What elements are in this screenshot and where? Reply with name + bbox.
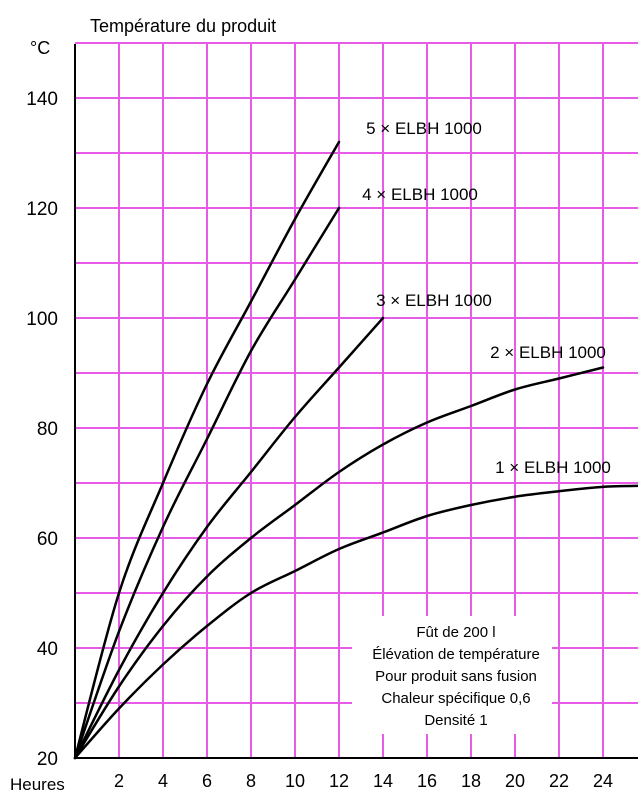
series-line [73, 140, 341, 760]
y-tick-label: 80 [37, 419, 58, 440]
x-tick-label: 16 [417, 771, 437, 791]
series-line [73, 484, 638, 760]
y-tick-label: 40 [37, 639, 58, 660]
y-tick-label: 120 [26, 199, 58, 220]
y-tick-label: 140 [26, 89, 58, 110]
grid [75, 42, 638, 758]
series-line [73, 316, 385, 760]
x-axis-label: Heures [10, 775, 65, 794]
y-tick-label: 100 [26, 309, 58, 330]
x-tick-label: 18 [461, 771, 481, 791]
series-line [73, 366, 605, 760]
series-label: 3 × ELBH 1000 [376, 291, 492, 310]
x-tick-label: 24 [593, 771, 613, 791]
x-tick-label: 6 [202, 771, 212, 791]
x-tick-label: 4 [158, 771, 168, 791]
annotation-line-1: Fût de 200 l [416, 624, 495, 641]
series-label: 4 × ELBH 1000 [362, 185, 478, 204]
annotation-line-4: Chaleur spécifique 0,6 [381, 690, 530, 707]
x-tick-label: 12 [329, 771, 349, 791]
series-label: 1 × ELBH 1000 [495, 458, 611, 477]
x-tick-label: 8 [246, 771, 256, 791]
annotation-box: Fût de 200 l Élévation de température Po… [352, 616, 552, 734]
axes [74, 44, 638, 759]
x-tick-label: 2 [114, 771, 124, 791]
x-tick-label: 22 [549, 771, 569, 791]
annotation-line-2: Élévation de température [372, 646, 540, 663]
y-tick-label: 20 [37, 749, 58, 770]
x-tick-label: 14 [373, 771, 393, 791]
y-tick-label: 60 [37, 529, 58, 550]
series-line [73, 206, 341, 760]
chart-title: Température du produit [90, 16, 276, 36]
series-lines [73, 140, 638, 760]
annotation-line-3: Pour produit sans fusion [375, 668, 537, 685]
series-labels: 5 × ELBH 1000 4 × ELBH 1000 3 × ELBH 1000 2… [362, 119, 611, 477]
y-unit-label: °C [30, 38, 50, 58]
x-tick-label: 20 [505, 771, 525, 791]
series-label: 2 × ELBH 1000 [490, 343, 606, 362]
x-tick-label: 10 [285, 771, 305, 791]
series-label: 5 × ELBH 1000 [366, 119, 482, 138]
annotation-line-5: Densité 1 [424, 712, 487, 729]
annotation-background [352, 616, 552, 734]
